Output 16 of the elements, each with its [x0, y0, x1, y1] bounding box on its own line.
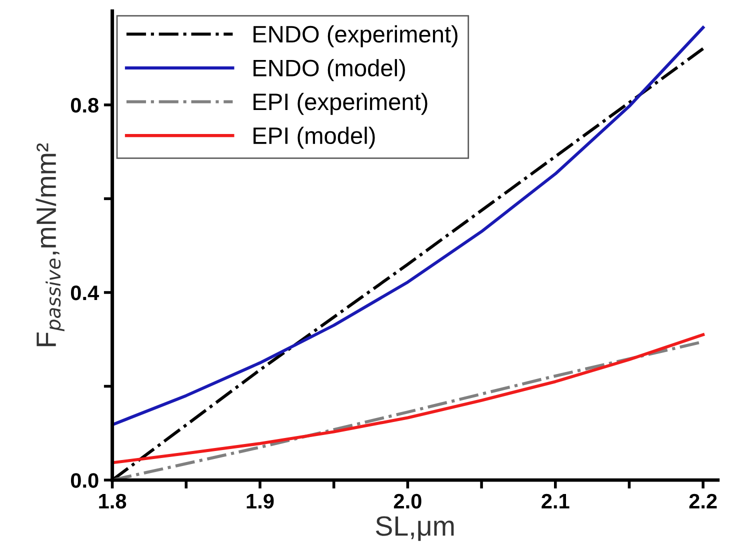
x-tick-label: 2.0	[394, 494, 422, 509]
y-tick-label: 0.4	[70, 285, 99, 300]
x-tick-label: 1.8	[99, 494, 126, 509]
legend-label: EPI (model)	[254, 126, 375, 149]
line-series	[112, 26, 705, 426]
x-tick-label: 2.1	[542, 494, 570, 508]
x-tick-label: 1.9	[246, 494, 274, 509]
legend-label: EPI (experiment)	[254, 92, 428, 115]
legend-label: ENDO (model)	[254, 59, 405, 82]
x-tick-label: 2.2	[689, 494, 717, 508]
y-axis-title: F$_{passive}$,mN/mm²	[36, 143, 64, 346]
x-axis-title: SL,μm	[376, 516, 454, 541]
legend-label: ENDO (experiment)	[254, 25, 458, 48]
y-tick-label: 0.8	[70, 98, 98, 113]
y-tick-label: 0.0	[70, 473, 98, 488]
line-series	[112, 333, 705, 464]
